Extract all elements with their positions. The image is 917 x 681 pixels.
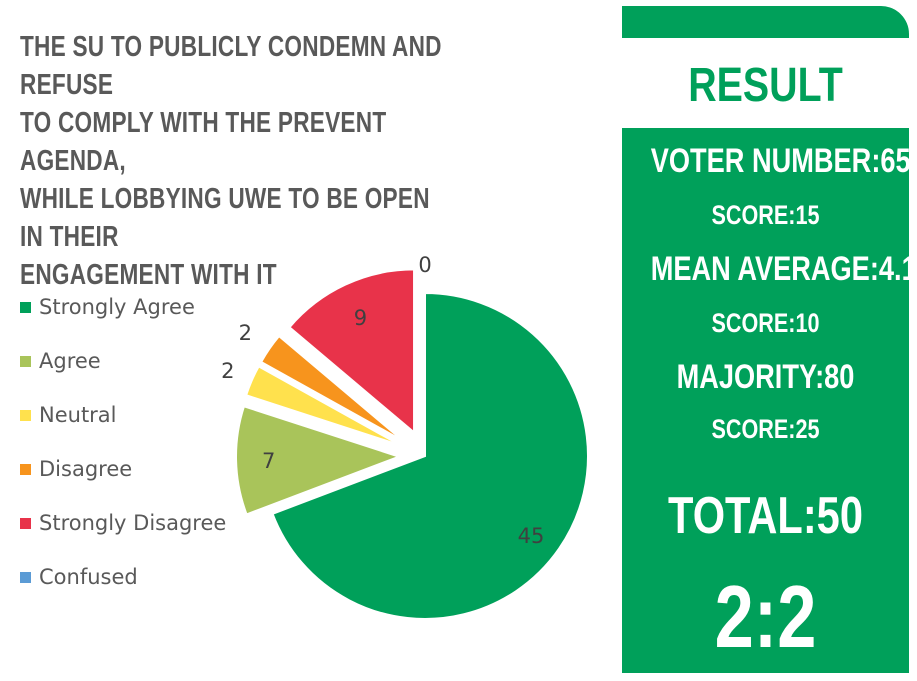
- result-panel-top-bar: [622, 6, 909, 38]
- score-mean-average: SCORE:10: [711, 308, 820, 338]
- legend-label-strongly-agree: Strongly Agree: [39, 295, 195, 319]
- data-label-agree: 7: [262, 449, 275, 473]
- legend-swatch-strongly-disagree: [20, 517, 31, 529]
- legend-label-neutral: Neutral: [39, 403, 117, 427]
- data-label-disagree: 2: [239, 321, 252, 345]
- result-panel: VOTER NUMBER:65 SCORE:15 MEAN AVERAGE:4.…: [622, 128, 917, 673]
- data-label-strongly-disagree: 9: [354, 306, 367, 330]
- pie-slice-strongly-agree: [271, 291, 589, 620]
- pie-slice-disagree: [259, 334, 405, 443]
- voter-number: VOTER NUMBER:65: [650, 142, 911, 180]
- majority: MAJORITY:80: [676, 358, 855, 396]
- total-score: TOTAL:50: [668, 487, 863, 545]
- legend-label-agree: Agree: [39, 349, 101, 373]
- legend-label-disagree: Disagree: [39, 457, 133, 481]
- result-heading: RESULT: [688, 59, 843, 112]
- legend-swatch-confused: [20, 571, 31, 583]
- legend-item-confused: Confused: [20, 562, 138, 592]
- result-ratio: 2:2: [714, 567, 817, 666]
- data-label-confused: 0: [418, 253, 431, 277]
- score-voter-number: SCORE:15: [711, 200, 820, 230]
- data-label-strongly-agree: 45: [518, 524, 545, 548]
- mean-average: MEAN AVERAGE:4.18: [650, 250, 917, 288]
- legend-swatch-disagree: [20, 463, 31, 475]
- legend-item-agree: Agree: [20, 346, 101, 376]
- legend-item-disagree: Disagree: [20, 454, 132, 484]
- legend-swatch-agree: [20, 355, 31, 367]
- legend-item-strongly-disagree: Strongly Disagree: [20, 508, 226, 538]
- legend-label-strongly-disagree: Strongly Disagree: [39, 511, 227, 535]
- legend-item-neutral: Neutral: [20, 400, 117, 430]
- chart-title: THE SU TO PUBLICLY CONDEMN AND REFUSE TO…: [20, 31, 442, 291]
- score-majority: SCORE:25: [711, 414, 820, 444]
- legend-swatch-strongly-agree: [20, 301, 31, 313]
- pie-slice-strongly-disagree: [288, 268, 416, 435]
- legend-swatch-neutral: [20, 409, 31, 421]
- legend-label-confused: Confused: [39, 565, 138, 589]
- data-label-neutral: 2: [221, 359, 234, 383]
- pie-slice-neutral: [244, 365, 402, 447]
- pie-slice-agree: [235, 404, 403, 516]
- legend-item-strongly-agree: Strongly Agree: [20, 292, 195, 322]
